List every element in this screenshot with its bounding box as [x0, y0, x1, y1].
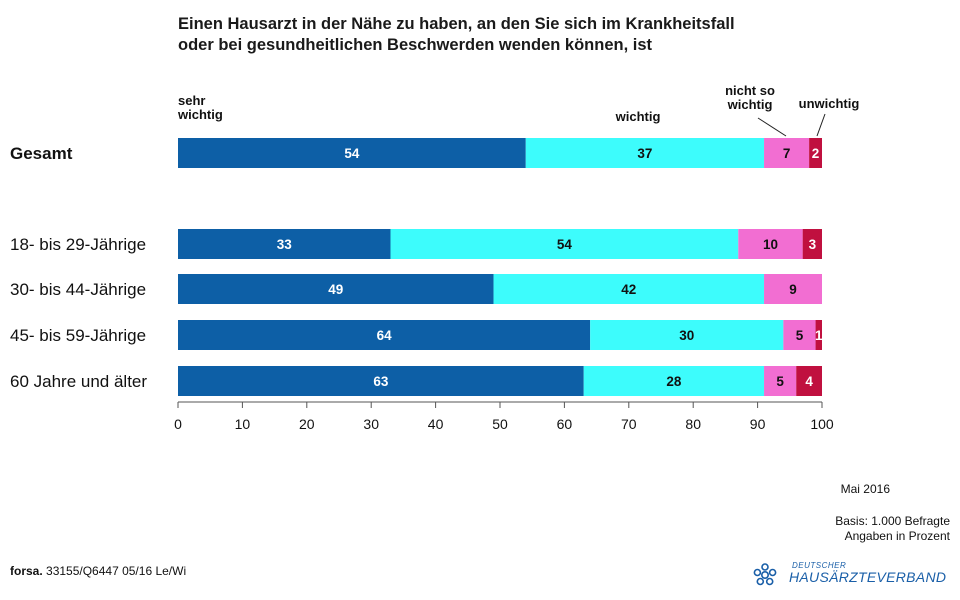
- snowflake-star-icon: [753, 563, 777, 586]
- logo-text-small: DEUTSCHER: [792, 561, 847, 570]
- bar-value-label: 63: [373, 374, 389, 389]
- bar-value-label: 5: [776, 374, 784, 389]
- x-tick-label: 0: [174, 416, 182, 432]
- category-label: Gesamt: [10, 144, 73, 163]
- bar-value-label: 3: [809, 237, 817, 252]
- x-axis: 0 10 20 30 40 50 60 70 80 90 100: [174, 401, 834, 432]
- x-tick-label: 90: [750, 416, 766, 432]
- category-label: 30- bis 44-Jährige: [10, 280, 146, 299]
- bar-value-label: 10: [763, 237, 778, 252]
- x-tick-label: 80: [685, 416, 701, 432]
- unit-note: Angaben in Prozent: [844, 529, 950, 543]
- bar-segment: [390, 229, 739, 259]
- bar-value-label: 28: [666, 374, 682, 389]
- bar-value-label: 30: [679, 328, 694, 343]
- source-credit: forsa. 33155/Q6447 05/16 Le/Wi: [10, 564, 186, 578]
- bar-segment: [493, 274, 765, 304]
- bar-value-label: 37: [637, 146, 652, 161]
- x-tick-label: 20: [299, 416, 315, 432]
- x-tick-label: 10: [235, 416, 251, 432]
- chart-title-line-1: Einen Hausarzt in der Nähe zu haben, an …: [178, 15, 735, 33]
- category-labels: Gesamt 18- bis 29-Jährige 30- bis 44-Jähri…: [10, 144, 147, 391]
- x-tick-label: 60: [557, 416, 573, 432]
- legend-label: nicht so wichtig: [725, 83, 775, 112]
- bar-segment: [802, 229, 822, 259]
- bar-value-label: 1: [815, 328, 823, 343]
- basis-note: Basis: 1.000 Befragte: [835, 514, 950, 528]
- category-label: 45- bis 59-Jährige: [10, 326, 146, 345]
- category-label: 18- bis 29-Jährige: [10, 235, 146, 254]
- bar-value-label: 54: [344, 146, 360, 161]
- bar-value-label: 9: [789, 282, 797, 297]
- x-tick-label: 30: [363, 416, 379, 432]
- legend-label: sehr wichtig: [177, 93, 223, 122]
- logo-text-big: HAUSÄRZTEVERBAND: [789, 569, 947, 585]
- bar-segment: [764, 366, 797, 396]
- bar-segment: [738, 229, 803, 259]
- bar-value-label: 7: [783, 146, 791, 161]
- bar-segment: [525, 138, 765, 168]
- x-tick-label: 70: [621, 416, 637, 432]
- bar-segment: [764, 274, 822, 304]
- x-tick-label: 40: [428, 416, 444, 432]
- date-note: Mai 2016: [840, 482, 890, 496]
- bar-segment: [809, 138, 822, 168]
- bar-segment: [815, 320, 822, 350]
- bar-value-label: 54: [557, 237, 573, 252]
- legend-label: unwichtig: [799, 96, 860, 111]
- bar-segment: [178, 138, 526, 168]
- bar-value-label: 4: [805, 374, 813, 389]
- bar-segment: [178, 274, 494, 304]
- legend-leader-line: [757, 117, 787, 137]
- legend-label: wichtig: [615, 109, 661, 124]
- legend-leader-line: [816, 113, 826, 137]
- logo: DEUTSCHER HAUSÄRZTEVERBAND: [752, 560, 952, 590]
- bar-segment: [783, 320, 816, 350]
- bar-segment: [796, 366, 822, 396]
- source-code: 33155/Q6447 05/16 Le/Wi: [42, 564, 187, 578]
- x-tick-label: 100: [810, 416, 834, 432]
- chart-title-line-2: oder bei gesundheitlichen Beschwerden we…: [178, 36, 653, 54]
- bar-value-label: 2: [812, 146, 820, 161]
- bar-value-label: 33: [277, 237, 293, 252]
- bar-segment: [178, 320, 591, 350]
- bar-value-label: 5: [796, 328, 804, 343]
- bar-segment: [590, 320, 784, 350]
- bar-segment: [583, 366, 765, 396]
- category-label: 60 Jahre und älter: [10, 372, 147, 391]
- bar-segment: [764, 138, 810, 168]
- x-tick-label: 50: [492, 416, 508, 432]
- bars: 54 37 7 233 54 10 349 42 964 30 5 163 28 5 4: [178, 138, 823, 396]
- bar-segment: [178, 229, 391, 259]
- bar-value-label: 64: [377, 328, 393, 343]
- bar-segment: [178, 366, 584, 396]
- source-brand: forsa.: [10, 564, 43, 578]
- bar-value-label: 42: [621, 282, 636, 297]
- chart-title: Einen Hausarzt in der Nähe zu haben, an …: [178, 14, 878, 56]
- legend: sehr wichtig wichtig nicht so wichtig unwicht…: [177, 83, 860, 137]
- bar-value-label: 49: [328, 282, 343, 297]
